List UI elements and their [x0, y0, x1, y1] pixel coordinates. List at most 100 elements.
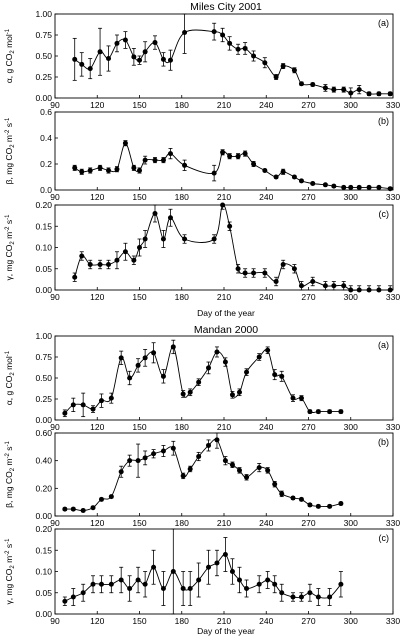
data-point: [196, 577, 202, 583]
data-point: [160, 373, 166, 379]
data-point: [273, 279, 279, 284]
x-tick-label: 300: [344, 616, 358, 626]
data-point: [322, 182, 328, 188]
data-point: [376, 287, 382, 293]
data-point: [220, 32, 226, 38]
data-point: [187, 389, 193, 395]
panel-tag: (b): [378, 437, 389, 447]
data-point: [72, 56, 78, 62]
data-point: [127, 375, 133, 381]
y-tick-label: 0.00: [35, 609, 52, 619]
data-point: [338, 501, 344, 507]
data-point: [98, 496, 104, 502]
data-point: [290, 395, 296, 401]
y-axis-label-part: s: [4, 123, 14, 130]
data-point: [236, 389, 242, 395]
x-tick-label: 270: [301, 616, 315, 626]
panel-miles-city-c: 90 120 150 180 210 240 270 300 330 0.00 0.05 0.10 0.…: [4, 200, 400, 302]
data-point: [108, 494, 114, 500]
panel-tag: (b): [378, 116, 389, 126]
data-point: [256, 354, 262, 360]
y-axis-label-part: -1: [5, 441, 11, 447]
data-point: [327, 503, 333, 509]
data-point: [298, 178, 304, 184]
x-axis-label-mandan: Day of the year: [197, 626, 255, 636]
data-point: [142, 49, 148, 55]
series-line: [74, 29, 391, 95]
data-point: [279, 590, 285, 596]
data-point: [307, 409, 313, 415]
data-point: [62, 598, 68, 604]
y-axis-label-part: 2: [10, 50, 16, 54]
data-point: [90, 505, 96, 511]
data-point: [160, 157, 166, 163]
data-point: [106, 262, 112, 267]
x-tick-label: 240: [259, 616, 273, 626]
data-point: [151, 564, 157, 570]
y-tick-label: 0.10: [35, 567, 52, 577]
data-point: [142, 157, 148, 163]
data-point: [114, 40, 120, 46]
x-tick-label: 150: [132, 292, 146, 302]
x-tick-label: 210: [217, 292, 231, 302]
data-point: [236, 467, 242, 473]
data-point: [298, 395, 304, 401]
data-point: [331, 87, 337, 93]
data-point: [114, 257, 120, 263]
data-point: [272, 481, 278, 487]
x-tick-label: 330: [386, 518, 400, 528]
data-point: [151, 451, 157, 457]
data-point: [170, 569, 176, 574]
data-point: [98, 581, 104, 587]
x-tick-label: 210: [217, 616, 231, 626]
panel-mandan-b: 90 120 150 180 210 240 270 300 330 0.00 0.20 0.40 0.…: [4, 428, 400, 528]
data-point: [315, 409, 321, 415]
data-point: [307, 502, 313, 508]
y-tick-label: 0.50: [35, 51, 52, 61]
y-axis-label-part: 2: [10, 565, 16, 569]
x-tick-label: 180: [175, 100, 189, 110]
data-point: [108, 395, 114, 401]
data-point: [135, 458, 141, 464]
data-point: [222, 552, 228, 557]
data-point: [70, 594, 76, 600]
x-tick-label: 270: [301, 100, 315, 110]
data-point: [187, 466, 193, 472]
data-point: [152, 211, 158, 216]
x-tick-label: 90: [50, 292, 60, 302]
data-point: [315, 503, 321, 509]
data-point: [72, 165, 78, 171]
data-point: [206, 442, 212, 448]
y-axis-label-part: 2: [10, 241, 16, 245]
panel-miles-city-b: 90 120 150 180 210 240 270 300 330 0.0 0.2 0.4 0.6 β,…: [4, 107, 400, 202]
data-point: [348, 287, 354, 293]
data-point: [279, 373, 285, 379]
x-tick-label: 240: [259, 518, 273, 528]
x-tick-label: 300: [344, 192, 358, 202]
data-point: [279, 491, 285, 497]
data-point: [118, 469, 124, 475]
data-point: [152, 157, 158, 163]
data-point: [211, 170, 217, 176]
data-point: [62, 506, 68, 512]
data-point: [122, 37, 128, 43]
data-point: [167, 151, 173, 157]
y-tick-label: 0.2: [40, 159, 52, 169]
data-point: [242, 151, 248, 157]
data-point: [142, 236, 148, 242]
data-point: [196, 454, 202, 460]
data-point: [291, 266, 297, 272]
data-point: [142, 455, 148, 461]
data-point: [206, 365, 212, 371]
data-point: [265, 577, 271, 583]
y-axis-label-part: -1: [5, 214, 11, 220]
y-tick-label: 0.05: [35, 588, 52, 598]
data-point: [331, 283, 337, 289]
data-point: [262, 270, 268, 276]
panel-tag: (c): [379, 533, 390, 543]
y-tick-label: 0.40: [35, 456, 52, 466]
x-tick-label: 120: [90, 518, 104, 528]
data-point: [356, 87, 362, 93]
data-point: [196, 379, 202, 385]
data-point: [87, 168, 93, 173]
